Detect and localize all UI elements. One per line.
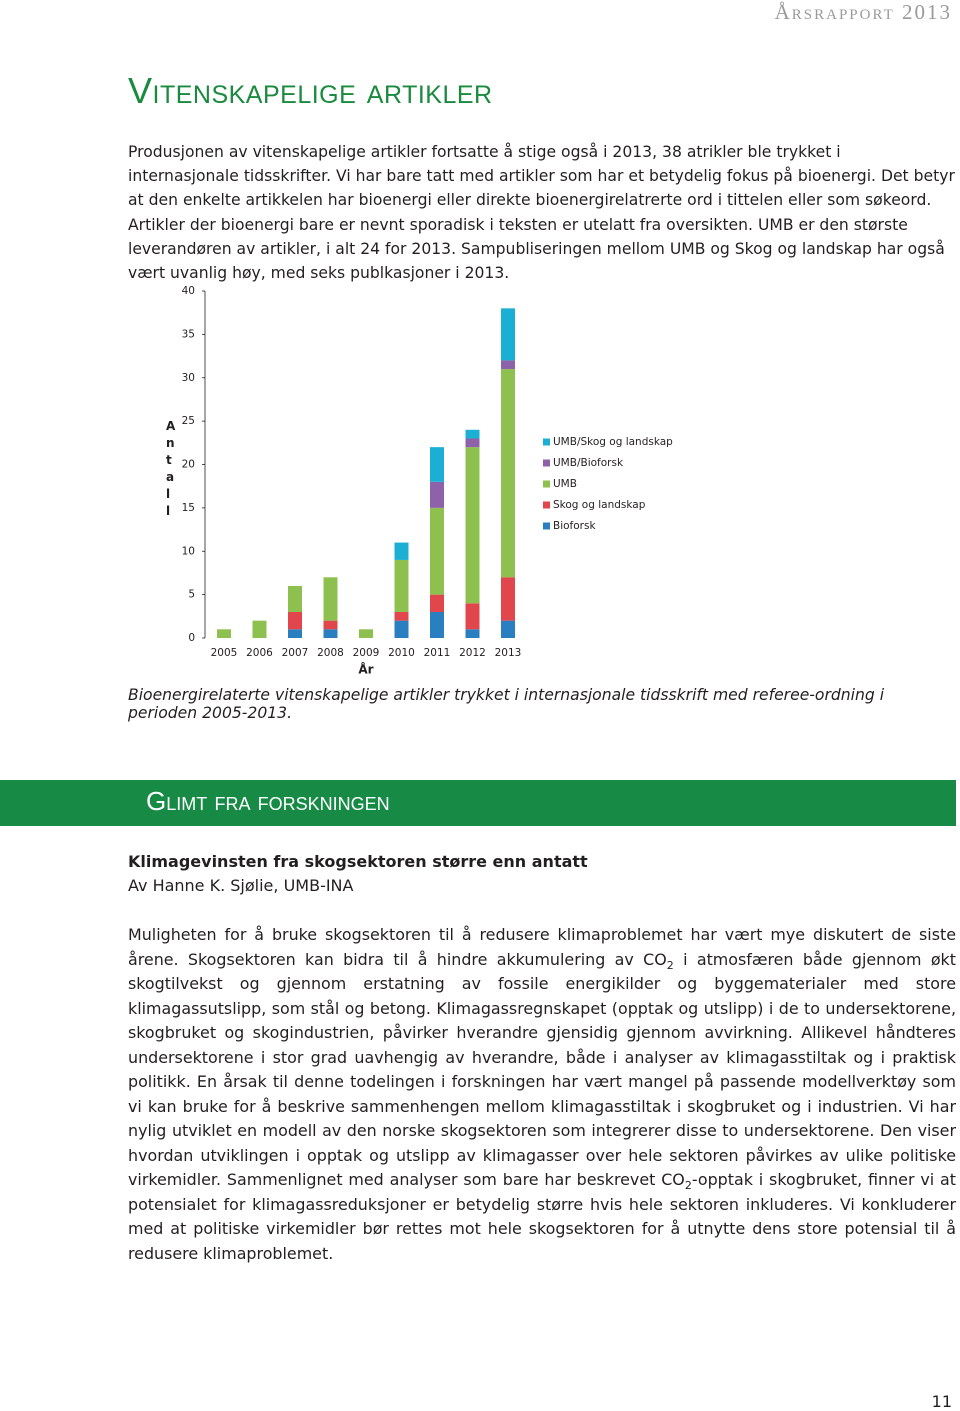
y-tick-label: 15 [182,502,195,514]
page-title: Vitenskapelige artikler [128,70,493,111]
subscript: 2 [684,1179,692,1193]
legend-label: UMB [553,478,577,490]
article-author: Av Hanne K. Sjølie, UMB-INA [128,876,354,895]
bar-segment [430,447,444,482]
bar-segment [288,611,302,630]
legend-swatch [543,480,550,488]
article-body: Muligheten for å bruke skogsektoren til … [128,923,956,1266]
chart: 0 5 10 15 20 25 30 35 40 2005 2006 2007 2008 2009 2010… [182,285,674,677]
x-tick-label: 2010 [388,647,415,659]
bar-segment [501,308,515,361]
section-title: Glimt fra forskningen [146,786,390,816]
body-text: Muligheten for å bruke skogsektoren til … [128,925,956,969]
x-tick-label: 2006 [246,647,273,659]
bar-segment [323,629,338,638]
bar-segment [323,577,338,621]
bar-segment [252,620,267,638]
y-tick-label: 30 [182,372,195,384]
body-text: i atmosfæren både gjennom økt skogtilvek… [128,949,956,1190]
x-tick-label: 2013 [495,647,522,659]
bar-segment [430,611,444,638]
subscript: 2 [666,958,674,972]
bar-segment [465,438,480,448]
legend-label: UMB/Bioforsk [553,457,624,469]
bar-segment [430,594,444,612]
intro-paragraph: Produsjonen av vitenskapelige artikler f… [128,143,955,283]
legend-label: UMB/Skog og landskap [553,436,673,448]
bar-segment [465,603,480,630]
bar-segment [217,629,231,638]
bar-segment [394,559,409,612]
running-header: Årsrapport 2013 [774,0,952,24]
legend-swatch [543,501,550,509]
x-axis-label: År [358,662,373,677]
bar-segment [501,360,515,370]
x-tick-label: 2009 [353,647,380,659]
y-axis-label: Antall [166,419,176,518]
bar-segment [501,369,515,578]
x-tick-label: 2005 [211,647,238,659]
bar-segment [288,585,302,612]
legend-swatch [543,438,550,446]
y-tick-label: 20 [182,459,195,471]
bar-segment [394,542,409,560]
bar-segment [288,629,302,638]
bar-segment [465,447,480,604]
x-tick-label: 2008 [317,647,344,659]
x-tick-label: 2012 [459,647,486,659]
y-tick-label: 35 [182,328,195,340]
article-heading: Klimagevinsten fra skogsektoren større e… [128,852,588,871]
bar-segment [323,620,338,630]
bar-segment [465,429,480,439]
bar-segment [501,620,515,638]
chart-caption: Bioenergirelaterte vitenskapelige artikl… [128,686,885,722]
y-tick-label: 0 [188,632,195,644]
legend-label: Bioforsk [553,520,596,532]
x-tick-label: 2007 [282,647,309,659]
bar-segment [394,620,409,638]
y-tick-label: 10 [182,545,195,557]
body-text: -opptak i skogbruket, finner vi at poten… [128,1170,956,1263]
legend-swatch [543,522,550,530]
bar-segment [501,577,515,621]
x-tick-label: 2011 [424,647,451,659]
y-tick-label: 40 [182,285,195,297]
section-banner [0,780,956,826]
legend-label: Skog og landskap [553,499,646,511]
y-tick-label: 5 [188,589,195,601]
bar-segment [465,629,480,638]
y-tick-label: 25 [182,415,195,427]
bar-segment [430,507,444,595]
bar-segment [394,611,409,621]
legend-swatch [543,459,550,467]
bar-segment [359,629,373,638]
page-number: 11 [931,1392,952,1411]
bar-segment [430,481,444,508]
